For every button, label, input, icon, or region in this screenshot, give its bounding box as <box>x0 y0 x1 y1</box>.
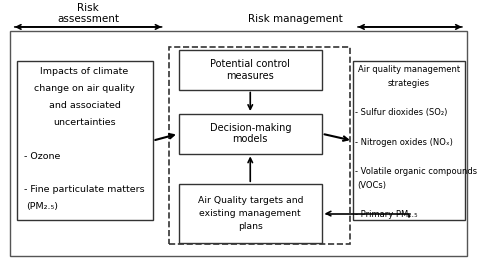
Text: - Sulfur dioxides (SO₂): - Sulfur dioxides (SO₂) <box>355 108 448 117</box>
Text: change on air quality: change on air quality <box>34 84 135 93</box>
Text: - Volatile organic compounds: - Volatile organic compounds <box>355 167 478 176</box>
Text: - Primary PM₂.₅: - Primary PM₂.₅ <box>355 210 418 219</box>
FancyBboxPatch shape <box>179 50 322 90</box>
Text: Risk management: Risk management <box>248 14 343 24</box>
FancyBboxPatch shape <box>179 184 322 243</box>
FancyBboxPatch shape <box>179 114 322 153</box>
Text: - Fine particulate matters: - Fine particulate matters <box>24 185 144 194</box>
Text: existing management: existing management <box>200 209 301 218</box>
Text: - Nitrogen oxides (NOₓ): - Nitrogen oxides (NOₓ) <box>355 138 453 147</box>
Text: Decision-making: Decision-making <box>210 123 291 133</box>
Text: Potential control: Potential control <box>210 59 290 69</box>
Text: Air quality management: Air quality management <box>358 65 460 74</box>
Text: Air Quality targets and: Air Quality targets and <box>198 196 303 205</box>
FancyBboxPatch shape <box>16 61 152 220</box>
Text: Risk
assessment: Risk assessment <box>57 3 119 24</box>
Text: measures: measures <box>226 70 274 81</box>
FancyBboxPatch shape <box>10 31 467 256</box>
Text: - Ozone: - Ozone <box>24 152 60 161</box>
FancyBboxPatch shape <box>352 61 465 220</box>
Text: and associated: and associated <box>48 101 120 110</box>
Text: strategies: strategies <box>388 79 430 88</box>
Text: (PM₂.₅): (PM₂.₅) <box>26 202 58 211</box>
Text: uncertainties: uncertainties <box>54 118 116 127</box>
Text: Impacts of climate: Impacts of climate <box>40 67 128 76</box>
Text: (VOCs): (VOCs) <box>358 181 386 190</box>
Text: plans: plans <box>238 222 262 231</box>
Text: models: models <box>232 134 268 144</box>
